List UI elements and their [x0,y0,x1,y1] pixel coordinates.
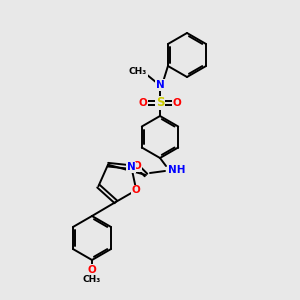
Text: O: O [172,98,182,108]
Text: S: S [156,97,164,110]
Text: O: O [133,161,141,171]
Text: N: N [127,162,136,172]
Text: O: O [88,265,96,275]
Text: CH₃: CH₃ [129,68,147,76]
Text: O: O [132,185,141,195]
Text: NH: NH [168,165,185,175]
Text: O: O [139,98,147,108]
Text: CH₃: CH₃ [83,275,101,284]
Text: N: N [156,80,164,90]
